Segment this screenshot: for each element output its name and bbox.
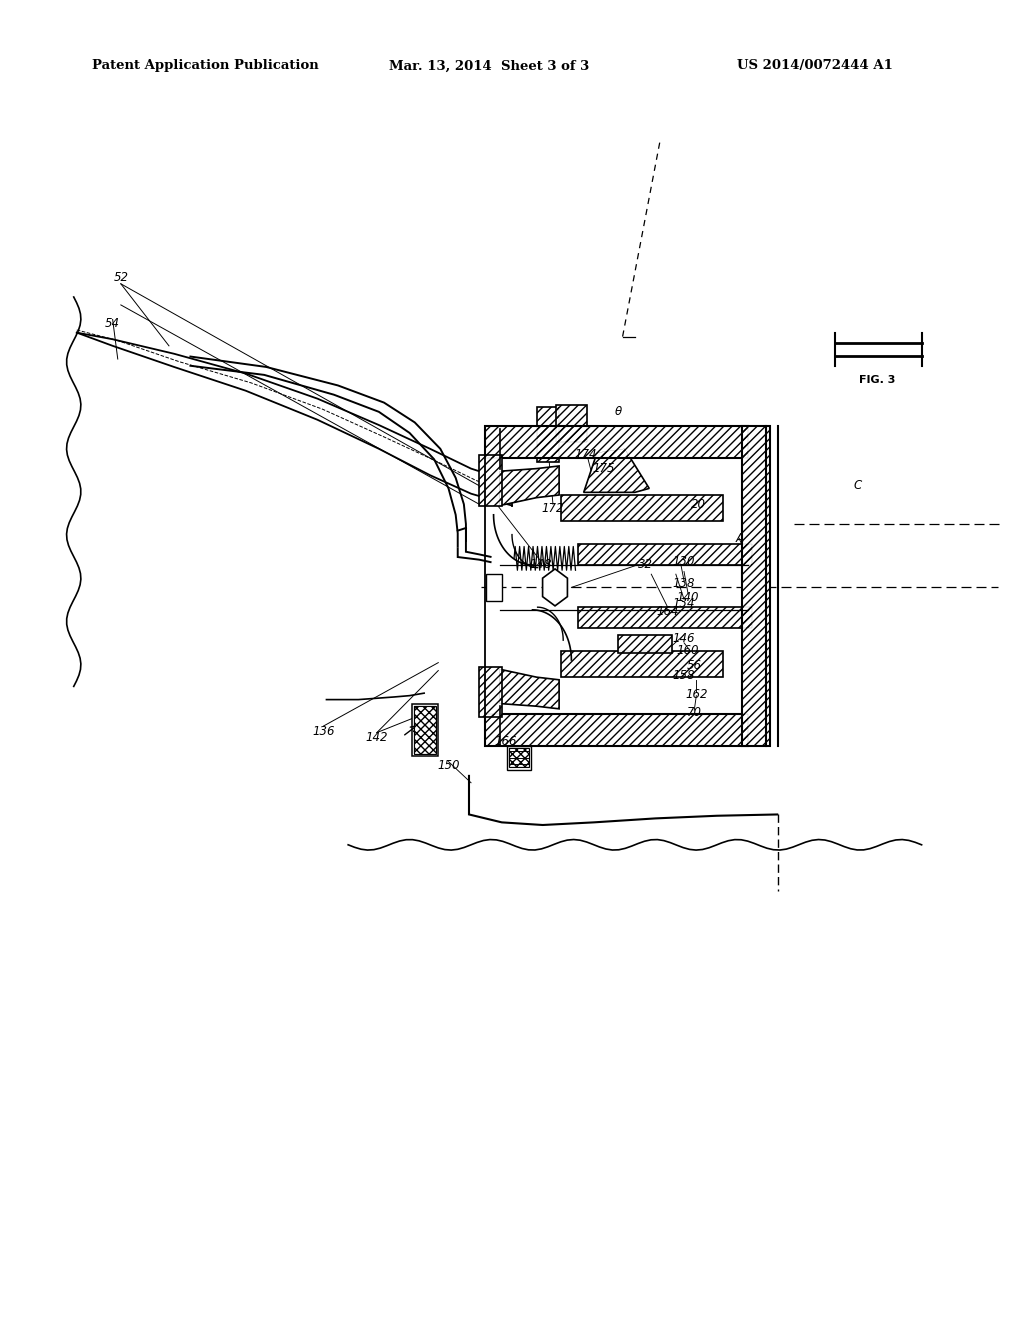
Bar (509, 748, 529, 767)
Text: 70: 70 (687, 706, 701, 719)
Text: 164: 164 (656, 605, 679, 618)
Polygon shape (500, 669, 559, 709)
Bar (578, 544, 752, 565)
Bar (414, 706, 436, 754)
Bar (485, 426, 748, 458)
Bar (412, 704, 438, 756)
Bar (485, 714, 748, 746)
Bar (485, 714, 748, 746)
Bar (485, 426, 748, 458)
Bar (578, 607, 752, 628)
Bar (479, 455, 502, 506)
Text: 175: 175 (593, 462, 615, 475)
Bar (561, 651, 723, 677)
Text: 174: 174 (574, 447, 597, 461)
Bar (556, 405, 587, 442)
Text: 146: 146 (673, 632, 695, 645)
Text: 56: 56 (687, 659, 701, 672)
Bar (509, 748, 529, 767)
Text: 134: 134 (673, 597, 695, 610)
Bar (742, 426, 770, 746)
Bar (578, 544, 752, 565)
Text: 32: 32 (638, 558, 652, 572)
Text: FIG. 3: FIG. 3 (859, 375, 896, 385)
Bar (618, 635, 672, 653)
Bar (486, 574, 502, 601)
Text: 142: 142 (366, 731, 388, 744)
Text: Mar. 13, 2014  Sheet 3 of 3: Mar. 13, 2014 Sheet 3 of 3 (389, 59, 590, 73)
Bar (578, 607, 752, 628)
Bar (561, 495, 723, 521)
Bar (537, 407, 559, 462)
Text: US 2014/0072444 A1: US 2014/0072444 A1 (737, 59, 893, 73)
Text: 148: 148 (529, 558, 552, 572)
Bar (742, 426, 770, 746)
Bar (618, 635, 672, 653)
Bar (479, 455, 502, 506)
Bar (414, 706, 436, 754)
Text: 54: 54 (105, 317, 120, 330)
Text: C: C (854, 479, 862, 492)
Bar (561, 651, 723, 677)
Bar (537, 407, 559, 462)
Bar (479, 667, 502, 717)
Polygon shape (500, 466, 559, 506)
Text: 162: 162 (685, 688, 708, 701)
Text: 130: 130 (673, 554, 695, 568)
Text: 158: 158 (673, 669, 695, 682)
Polygon shape (584, 449, 649, 492)
Text: 140: 140 (677, 591, 699, 605)
Text: 138: 138 (673, 577, 695, 590)
Text: θ: θ (614, 405, 623, 418)
Bar (479, 667, 502, 717)
Text: 136: 136 (312, 725, 335, 738)
Text: 172: 172 (542, 502, 564, 515)
Bar (507, 746, 531, 770)
Text: 52: 52 (114, 271, 128, 284)
Bar (556, 405, 587, 442)
Text: 166: 166 (495, 735, 517, 748)
Bar (561, 495, 723, 521)
Text: 20: 20 (691, 498, 706, 511)
Text: A: A (735, 532, 743, 545)
Text: Patent Application Publication: Patent Application Publication (92, 59, 318, 73)
Text: 160: 160 (677, 644, 699, 657)
Text: 150: 150 (437, 759, 460, 772)
